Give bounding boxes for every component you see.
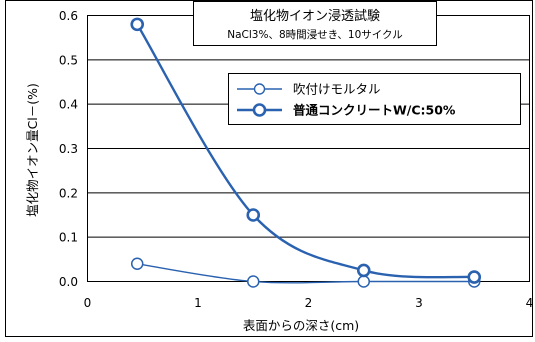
legend-marker-mortar [253,83,266,95]
title-box [193,1,437,46]
x-tick-label-4: 4 [526,296,534,310]
data-point-s1-3 [467,270,482,284]
x-axis-label: 表面からの深さ(cm) [243,318,359,333]
x-tick-label-1: 1 [194,296,202,310]
series-line-1 [136,23,475,279]
y-tick-label-0: 0.0 [59,275,78,289]
data-point-s1-0 [130,17,145,32]
x-axis-ticks: 0 1 2 3 4 [84,296,534,310]
data-point-s1-1 [246,208,261,222]
y-tick-label-1: 0.1 [59,231,78,245]
legend-item-concrete: 普通コンクリートW/C:50% [237,103,456,118]
x-tick-label-0: 0 [84,296,92,310]
y-axis-ticks: 0.0 0.1 0.2 0.3 0.4 0.5 0.6 [59,9,78,289]
data-point-s0-0 [130,257,144,271]
series-line-0 [137,263,475,284]
legend-marker-concrete [252,103,267,117]
chart-subtitle: NaCl3%、8時間浸せき、10サイクル [227,29,402,41]
y-tick-label-2: 0.2 [59,186,78,200]
legend-label-concrete: 普通コンクリートW/C:50% [293,103,456,118]
data-point-s0-2 [357,275,370,288]
series-layer [130,17,482,288]
x-tick-label-2: 2 [305,296,313,310]
y-tick-label-4: 0.4 [59,98,78,112]
y-axis-label: 塩化物イオン量Cl－(%) [25,83,40,217]
legend-label-mortar: 吹付けモルタル [293,82,381,97]
x-tick-label-3: 3 [415,296,423,310]
data-point-s0-1 [247,275,260,288]
data-point-s1-2 [356,263,371,278]
y-tick-label-6: 0.6 [59,9,78,23]
legend-item-mortar: 吹付けモルタル [237,82,381,97]
y-tick-label-5: 0.5 [59,53,78,67]
chart-title: 塩化物イオン浸透試験 [250,8,380,24]
y-tick-label-3: 0.3 [59,142,78,156]
legend-box [228,73,521,125]
